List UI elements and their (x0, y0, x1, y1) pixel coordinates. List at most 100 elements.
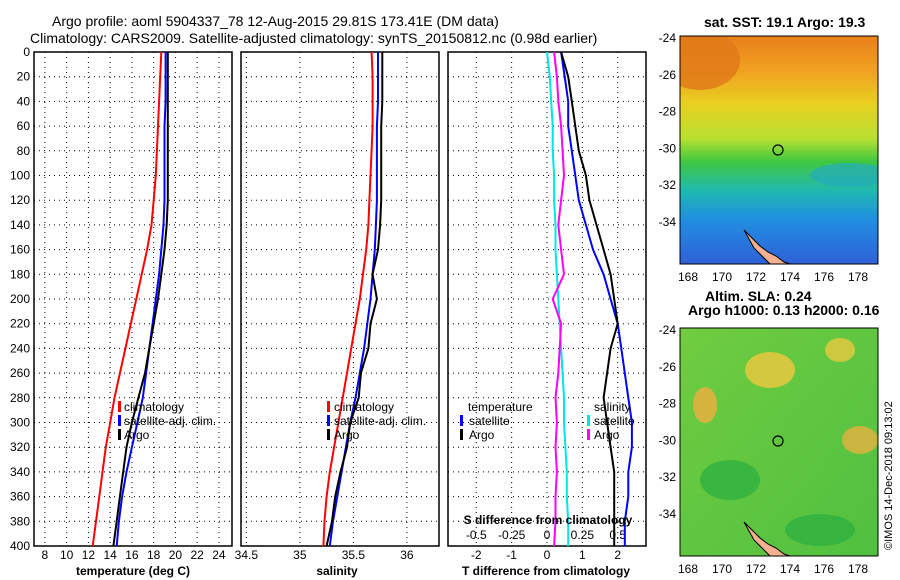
tick-labels: 8 10 12 14 16 18 20 22 24 34.5 35 35.5 36 -2 -1 0 1 2-0.5… (10, 45, 626, 562)
sla-map-title-2: Argo h1000: 0.13 h2000: 0.16 (688, 302, 880, 318)
map-x-tick-label: 178 (848, 270, 868, 284)
x-tick-label: 12 (82, 548, 96, 562)
y-tick-label: 320 (10, 440, 30, 454)
temperature-legend: climatology satellite-adj. clim. Argo (118, 400, 216, 442)
x-tick-label: 24 (212, 548, 226, 562)
sla-map-title-1: Altim. SLA: 0.24 (705, 288, 812, 304)
series-line-s-satellite (546, 51, 570, 546)
sst-warm-patch (680, 36, 740, 90)
x-tick-label: 36 (400, 548, 414, 562)
map-y-tick-label: -30 (659, 433, 677, 447)
legend-swatch-climatology (327, 401, 330, 412)
map-x-tick-label: 170 (712, 270, 732, 284)
map-y-tick-label: -30 (659, 141, 677, 155)
series-line-t-satellite (560, 51, 633, 546)
y-tick-label: 260 (10, 366, 30, 380)
salinity-legend: climatology satellite-adj. clim. Argo (327, 400, 426, 442)
sst-map (680, 36, 878, 264)
legend-label-satellite: satellite-adj. clim. (124, 414, 216, 428)
map-y-tick-label: -26 (659, 68, 677, 82)
sst-cool-patch (810, 163, 878, 187)
legend-label-climatology: climatology (334, 400, 394, 414)
map-y-tick-label: -34 (659, 215, 677, 229)
sla-argo-location-marker (772, 435, 784, 447)
difference-legend: temperature satellite Argo salinity sate… (460, 400, 635, 442)
credit-text: ©IMOS 14-Dec-2018 09:13:02 (883, 401, 895, 550)
y-tick-label: 20 (17, 70, 31, 84)
series-layer (91, 51, 633, 547)
map-x-tick-label: 170 (712, 562, 732, 576)
sla-high-1 (745, 352, 795, 388)
y-tick-label: 160 (10, 243, 30, 257)
legend-label-argo: Argo (124, 428, 150, 442)
series-line-climatology (322, 51, 374, 547)
series-line-satellite-adj-clim- (328, 52, 379, 547)
x-tick-label: 1 (579, 548, 586, 562)
map-y-tick-label: -32 (659, 470, 677, 484)
map-x-tick-label: 174 (780, 562, 800, 576)
map-y-tick-label: -24 (659, 31, 677, 45)
sla-high-2 (693, 387, 717, 423)
y-tick-label: 0 (23, 45, 30, 59)
y-tick-label: 240 (10, 341, 30, 355)
legend-label-t-argo: Argo (469, 428, 495, 442)
x-tick-label: 18 (147, 548, 161, 562)
series-line-t-argo (560, 51, 619, 546)
x-tick-label: -1 (506, 548, 517, 562)
legend-swatch-satellite (327, 415, 330, 426)
map-x-tick-label: 172 (746, 270, 766, 284)
y-tick-label: 40 (17, 94, 31, 108)
y-tick-label: 400 (10, 539, 30, 553)
series-line-argo (112, 52, 169, 547)
x-tick-label: 2 (614, 548, 621, 562)
legend-swatch-s-argo (587, 429, 590, 440)
x-tick-label: 20 (169, 548, 183, 562)
difference-x-label: T difference from climatology (462, 564, 630, 578)
y-tick-label: 200 (10, 292, 30, 306)
series-line-argo (325, 52, 384, 547)
temperature-panel-frame (33, 51, 233, 547)
map-x-tick-label: 168 (678, 270, 698, 284)
x-top-tick-label: 0 (544, 528, 551, 542)
legend-title-salinity: salinity (594, 400, 631, 414)
series-line-climatology (91, 51, 163, 547)
x-tick-label: 35 (293, 548, 307, 562)
salinity-x-label: salinity (316, 564, 358, 578)
sla-map-ticks: -24 -26 -28 -30 -32 -34 168 170 172 174 176 178 (659, 323, 869, 576)
map-y-tick-label: -28 (659, 105, 677, 119)
legend-swatch-argo (118, 429, 121, 440)
sla-high-4 (825, 338, 855, 362)
map-y-tick-label: -26 (659, 360, 677, 374)
map-x-tick-label: 176 (814, 562, 834, 576)
legend-label-climatology: climatology (124, 400, 184, 414)
y-tick-label: 220 (10, 317, 30, 331)
x-tick-label: 22 (191, 548, 205, 562)
y-tick-label: 300 (10, 416, 30, 430)
sla-low-1 (700, 460, 760, 500)
x-tick-label: 10 (60, 548, 74, 562)
y-tick-label: 340 (10, 465, 30, 479)
sst-map-ticks: -24 -26 -28 -30 -32 -34 168 170 172 174 176 178 (659, 31, 869, 284)
legend-swatch-t-satellite (460, 415, 463, 426)
map-y-tick-label: -28 (659, 397, 677, 411)
x-tick-label: 0 (544, 548, 551, 562)
sla-map (680, 328, 878, 556)
map-y-tick-label: -24 (659, 323, 677, 337)
x-top-tick-label: 0.25 (571, 528, 595, 542)
sla-land (743, 521, 791, 556)
legend-label-satellite: satellite-adj. clim. (334, 414, 426, 428)
x-tick-label: 34.5 (235, 548, 259, 562)
x-tick-label: -2 (471, 548, 482, 562)
x-tick-label: 35.5 (342, 548, 366, 562)
y-tick-label: 80 (17, 144, 31, 158)
y-tick-label: 180 (10, 267, 30, 281)
sla-high-3 (842, 426, 878, 454)
map-y-tick-label: -32 (659, 178, 677, 192)
legend-swatch-s-satellite (587, 415, 590, 426)
sst-land (743, 229, 791, 264)
map-x-tick-label: 168 (678, 562, 698, 576)
x-top-tick-label: -0.5 (466, 528, 487, 542)
y-tick-label: 120 (10, 193, 30, 207)
map-x-tick-label: 178 (848, 562, 868, 576)
